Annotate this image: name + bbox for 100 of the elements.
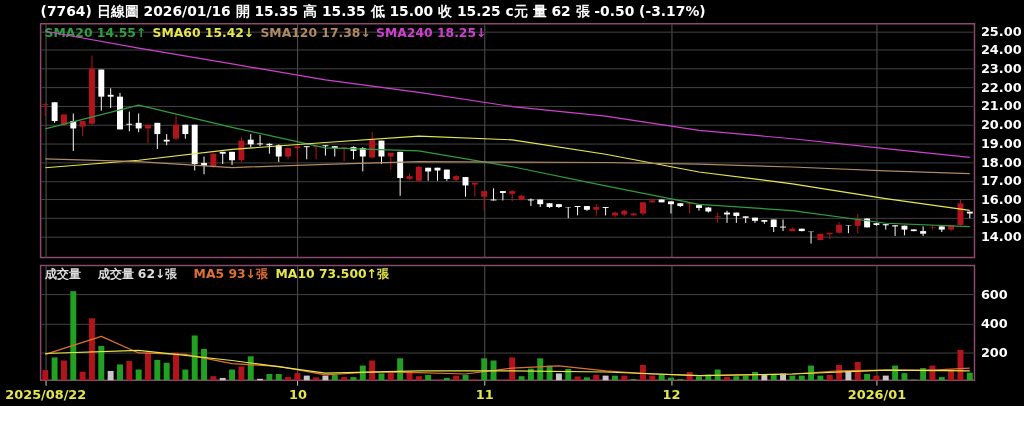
candlestick <box>780 219 787 232</box>
bar <box>89 318 95 381</box>
bar <box>229 369 236 381</box>
bar <box>537 358 544 381</box>
candlestick <box>668 200 674 215</box>
x-tick-label: 2025/08/22 <box>5 386 87 402</box>
candlestick <box>42 102 49 117</box>
bar <box>135 369 142 381</box>
bar <box>733 376 740 381</box>
bar <box>266 374 273 381</box>
bar <box>51 357 58 381</box>
bar <box>238 366 245 381</box>
bar <box>210 376 217 381</box>
candlestick <box>920 225 927 237</box>
bar <box>60 360 67 381</box>
text: SMA240 18.25↓ <box>376 25 487 40</box>
candlestick <box>257 134 264 147</box>
candlestick <box>126 111 133 132</box>
chart-title: (7764) 日線圖 2026/01/16 開 15.35 高 15.35 低 15.00 收 15.25 c元 量 62 張 -0.50 (-3.17%) <box>40 2 706 19</box>
candlestick <box>714 212 721 224</box>
y-tick-label: 600 <box>980 286 1008 302</box>
y-tick-label: 22.00 <box>980 79 1022 95</box>
line-series <box>44 30 971 159</box>
y-tick-label: 14.00 <box>980 229 1022 245</box>
bar <box>966 372 973 381</box>
y-tick-label: 23.00 <box>980 61 1022 77</box>
bar <box>574 376 581 381</box>
text: SMA20 14.55↑ <box>44 25 147 40</box>
text: 成交量 62↓張 <box>96 267 179 282</box>
bar <box>397 358 404 381</box>
candlestick <box>854 213 861 234</box>
y-tick-label: 20.00 <box>980 117 1022 133</box>
candlestick <box>51 101 58 124</box>
text: SMA120 17.38↓ <box>260 25 371 40</box>
y-tick-label: 18.00 <box>980 154 1022 170</box>
y-tick-label: 17.00 <box>980 173 1022 189</box>
bar <box>117 364 123 381</box>
candlestick <box>481 190 488 212</box>
y-tick-label: 19.00 <box>980 135 1022 151</box>
x-tick-label: 10 <box>288 386 307 402</box>
line-series <box>44 104 971 228</box>
y-tick-label: 400 <box>980 316 1008 332</box>
text: MA10 73.500↑張 <box>275 267 390 282</box>
bar <box>98 345 105 381</box>
chart-title: 成交量 <box>43 267 81 282</box>
bar <box>201 349 207 381</box>
bar <box>341 377 348 381</box>
bar <box>583 377 590 381</box>
bar <box>938 377 945 381</box>
bar <box>182 369 189 381</box>
line-series <box>44 349 971 377</box>
candlestick <box>135 113 142 133</box>
bar <box>658 374 665 381</box>
bar <box>696 376 702 381</box>
bar <box>79 371 86 381</box>
bar <box>70 291 77 381</box>
bar <box>387 373 394 381</box>
bar <box>518 376 525 381</box>
candlestick <box>471 182 478 198</box>
candlestick <box>369 131 376 159</box>
y-tick-label: 15.00 <box>980 210 1022 226</box>
line-series <box>44 158 971 175</box>
bar <box>378 373 385 381</box>
bar <box>425 374 432 381</box>
bar <box>173 352 179 381</box>
candlestick <box>154 122 161 150</box>
bar <box>724 377 730 381</box>
candlestick <box>107 87 114 109</box>
x-tick-label: 11 <box>475 386 494 402</box>
bar <box>359 365 366 381</box>
bar <box>126 361 133 381</box>
bar <box>285 377 292 381</box>
candlestick <box>696 204 702 212</box>
y-tick-label: 21.00 <box>980 98 1022 114</box>
bar <box>107 370 114 381</box>
y-tick-label: 25.00 <box>980 23 1022 39</box>
bar <box>901 373 908 381</box>
bar <box>864 374 871 381</box>
candlestick <box>499 190 506 201</box>
candlestick <box>238 136 245 163</box>
bar <box>481 358 488 381</box>
bar <box>593 374 600 381</box>
bar <box>294 373 301 381</box>
bar <box>313 377 320 381</box>
candlestick <box>173 114 179 141</box>
bar <box>415 376 422 381</box>
bar <box>145 352 151 381</box>
bar <box>154 359 161 381</box>
x-tick-label: 12 <box>662 386 681 402</box>
bar <box>331 374 338 381</box>
bar <box>42 370 49 381</box>
y-tick-label: 16.00 <box>980 191 1022 207</box>
candlestick <box>341 146 348 162</box>
bar <box>826 374 833 381</box>
bar <box>191 335 198 381</box>
candlestick <box>303 145 310 160</box>
y-tick-label: 24.00 <box>980 42 1022 58</box>
text: MA5 93↓張 <box>193 267 269 282</box>
bar <box>163 362 170 381</box>
bar <box>555 373 562 381</box>
